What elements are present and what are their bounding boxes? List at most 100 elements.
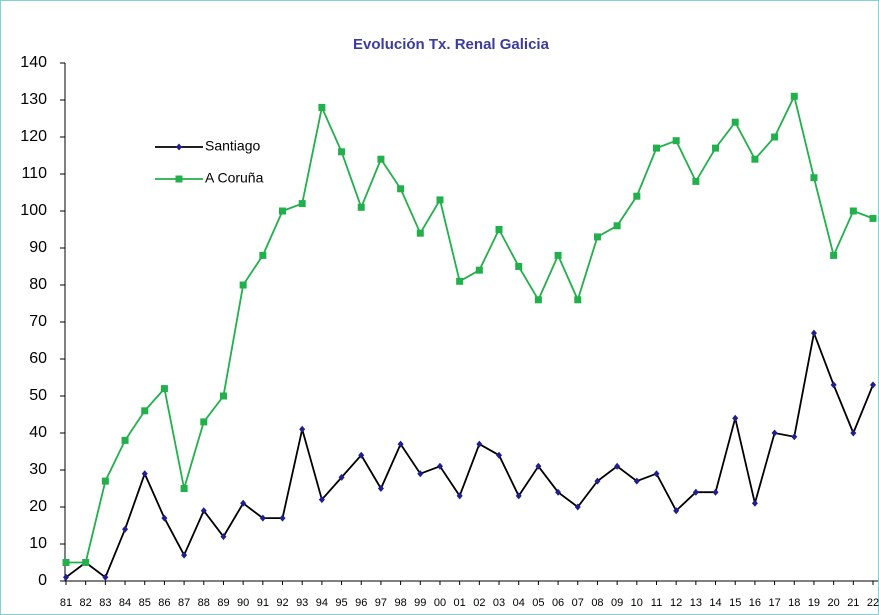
marker: [181, 551, 188, 559]
marker: [219, 392, 227, 400]
x-tick-label: 21: [847, 597, 859, 609]
legend-label: A Coruña: [205, 170, 264, 186]
marker: [673, 507, 680, 515]
marker: [830, 381, 837, 389]
marker: [515, 263, 523, 270]
marker: [63, 573, 69, 581]
x-tick-label: 94: [316, 597, 328, 609]
marker: [574, 503, 581, 511]
marker: [555, 488, 562, 496]
marker: [160, 385, 168, 393]
x-tick-label: 18: [788, 597, 800, 609]
marker: [849, 207, 857, 215]
marker: [810, 174, 818, 182]
marker: [790, 92, 798, 100]
x-tick-label: 01: [454, 597, 466, 609]
x-tick-label: 91: [257, 597, 269, 609]
x-tick-label: 13: [690, 597, 702, 609]
x-tick-label: 05: [532, 597, 544, 609]
marker: [436, 196, 444, 204]
x-tick-label: 95: [335, 597, 347, 609]
marker: [141, 407, 149, 415]
marker: [732, 414, 739, 422]
x-tick-label: 14: [709, 597, 721, 609]
x-tick-label: 12: [670, 597, 682, 609]
chart-title: Evolución Tx. Renal Galicia: [353, 36, 550, 53]
marker: [791, 433, 798, 441]
x-tick-label: 00: [434, 597, 446, 609]
marker: [593, 233, 601, 241]
series-line: [65, 329, 874, 579]
y-tick-label: 90: [29, 239, 47, 256]
marker: [279, 207, 287, 215]
y-tick-label: 50: [29, 387, 47, 404]
x-tick-label: 90: [237, 597, 249, 609]
marker: [358, 451, 365, 459]
marker: [200, 418, 208, 426]
x-tick-label: 17: [768, 597, 780, 609]
x-tick-label: 99: [414, 597, 426, 609]
y-tick-label: 70: [29, 313, 47, 330]
marker: [298, 200, 306, 208]
x-tick-label: 93: [296, 597, 308, 609]
marker: [299, 425, 306, 433]
x-tick-label: 86: [158, 597, 170, 609]
marker: [176, 143, 182, 151]
marker: [731, 118, 739, 126]
marker: [869, 214, 877, 222]
x-tick-label: 15: [729, 597, 741, 609]
marker: [535, 462, 542, 470]
marker: [102, 573, 109, 581]
marker: [574, 296, 582, 304]
marker: [751, 155, 759, 163]
y-tick-label: 40: [29, 424, 47, 441]
x-tick-label: 06: [552, 597, 564, 609]
marker: [417, 470, 424, 478]
x-tick-label: 81: [60, 597, 72, 609]
y-tick-label: 20: [29, 498, 47, 515]
marker: [121, 436, 129, 444]
marker: [220, 533, 227, 541]
marker: [436, 462, 443, 470]
x-tick-label: 20: [828, 597, 840, 609]
marker: [476, 440, 483, 448]
y-tick-label: 100: [20, 202, 47, 219]
marker: [653, 470, 660, 478]
marker: [416, 229, 424, 237]
x-tick-label: 04: [513, 597, 525, 609]
x-tick-label: 98: [394, 597, 406, 609]
marker: [850, 429, 857, 437]
marker: [357, 203, 365, 211]
marker: [751, 499, 758, 507]
marker: [771, 429, 778, 437]
marker: [672, 137, 680, 145]
y-tick-label: 130: [20, 91, 47, 108]
marker: [239, 281, 247, 289]
x-tick-label: 08: [591, 597, 603, 609]
x-tick-label: 82: [80, 597, 92, 609]
x-tick-label: 87: [178, 597, 190, 609]
marker: [259, 514, 266, 522]
x-tick-label: 83: [99, 597, 111, 609]
marker: [240, 499, 247, 507]
marker: [613, 222, 621, 230]
series-line: [66, 93, 874, 564]
marker: [397, 185, 405, 193]
marker: [594, 477, 601, 485]
y-tick-label: 30: [29, 461, 47, 478]
x-tick-label: 09: [611, 597, 623, 609]
marker: [318, 103, 326, 111]
x-tick-label: 97: [375, 597, 387, 609]
y-tick-label: 120: [20, 128, 47, 145]
x-tick-label: 07: [572, 597, 584, 609]
marker: [456, 492, 463, 500]
marker: [377, 485, 384, 492]
marker: [692, 177, 700, 185]
y-tick-label: 110: [21, 165, 47, 182]
x-tick-label: 16: [749, 597, 761, 609]
marker: [62, 559, 70, 566]
marker: [377, 155, 385, 163]
x-tick-label: 22: [867, 597, 879, 609]
legend-label: Santiago: [205, 138, 260, 154]
